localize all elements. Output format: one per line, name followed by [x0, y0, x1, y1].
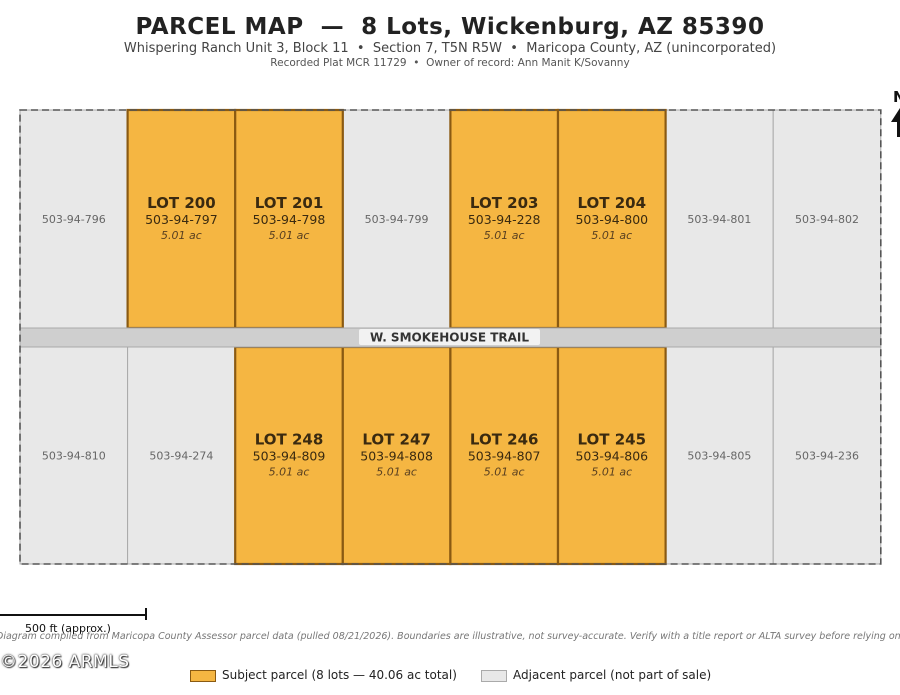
parcel-acreage-label: 5.01 ac: [591, 229, 632, 242]
recording-info: Recorded Plat MCR 11729 • Owner of recor…: [270, 57, 630, 69]
parcel-apn-label: 503-94-808: [360, 449, 433, 464]
legend-subject-swatch: [190, 670, 216, 682]
north-adjacent-parcel: [665, 109, 774, 329]
south-subject-parcel: [449, 345, 560, 566]
north-subject-parcel: [449, 108, 560, 330]
south-subject-parcel: [341, 345, 452, 566]
legend-subject-label: Subject parcel (8 lots — 40.06 ac total): [222, 668, 457, 682]
road-label-background: [359, 329, 540, 345]
lot-number-label: LOT 246: [470, 431, 539, 449]
south-subject-parcel: [234, 345, 344, 566]
parcel-acreage-label: 5.01 ac: [484, 466, 525, 479]
parcel-map: 503-94-796 503-94-799 503-94-801 503-94-802…: [19, 108, 882, 566]
lot-number-label: LOT 245: [578, 431, 647, 449]
parcel-acreage-label: 5.01 ac: [484, 229, 525, 242]
parcel-apn-label: 503-94-800: [575, 212, 648, 227]
parcel-apn-label: 503-94-799: [365, 213, 429, 226]
parcel-apn-label: 503-94-797: [145, 212, 218, 227]
parcel-acreage-label: 5.01 ac: [591, 466, 632, 479]
lot-number-label: LOT 247: [362, 431, 431, 449]
parcel-apn-label: 503-94-798: [253, 212, 326, 227]
south-adjacent-parcel: [127, 346, 236, 565]
parcel-apn-label: 503-94-801: [687, 213, 751, 226]
north-label: N: [893, 88, 900, 106]
north-subject-parcel: [556, 108, 667, 330]
map-subtitle: Whispering Ranch Unit 3, Block 11 • Sect…: [123, 41, 777, 56]
parcel-acreage-label: 5.01 ac: [161, 229, 202, 242]
road-name-label: W. SMOKEHOUSE TRAIL: [370, 331, 529, 345]
lot-number-label: LOT 248: [255, 431, 324, 449]
parcel-apn-label: 503-94-796: [42, 213, 106, 226]
scale-bar: [0, 614, 146, 616]
parcel-apn-label: 503-94-236: [795, 450, 859, 463]
parcel-acreage-label: 5.01 ac: [376, 466, 417, 479]
legend-adjacent-swatch: [481, 670, 507, 682]
north-adjacent-parcel: [772, 109, 882, 329]
south-adjacent-parcel: [772, 346, 882, 565]
parcel-apn-label: 503-94-807: [468, 449, 541, 464]
parcel-apn-label: 503-94-809: [253, 449, 326, 464]
legend-adjacent-label: Adjacent parcel (not part of sale): [513, 668, 712, 682]
lot-number-label: LOT 203: [470, 194, 539, 212]
north-subject-parcel: [234, 108, 344, 330]
north-arrow-icon: N: [891, 88, 900, 150]
south-adjacent-parcel: [665, 346, 774, 565]
disclaimer-text: Diagram compiled from Maricopa County As…: [0, 631, 900, 642]
parcel-apn-label: 503-94-802: [795, 213, 859, 226]
parcel-acreage-label: 5.01 ac: [269, 229, 310, 242]
south-subject-parcel: [556, 345, 667, 566]
lot-number-label: LOT 200: [147, 194, 216, 212]
north-adjacent-parcel: [342, 109, 451, 329]
lot-number-label: LOT 204: [578, 194, 647, 212]
parcel-apn-label: 503-94-806: [575, 449, 648, 464]
north-adjacent-parcel: [19, 109, 129, 329]
lot-number-label: LOT 201: [255, 194, 324, 212]
scale-bar-label: 500 ft (approx.): [25, 622, 111, 635]
parcel-apn-label: 503-94-274: [149, 450, 213, 463]
watermark: ©2026 ARMLS: [0, 652, 130, 672]
parcel-acreage-label: 5.01 ac: [269, 466, 310, 479]
south-adjacent-parcel: [19, 346, 129, 565]
study-area-boundary: [19, 109, 882, 565]
parcel-apn-label: 503-94-228: [468, 212, 541, 227]
parcel-apn-label: 503-94-805: [687, 450, 751, 463]
scale-bar-tick: [145, 608, 147, 620]
north-subject-parcel: [126, 108, 237, 330]
parcel-apn-label: 503-94-810: [42, 450, 106, 463]
map-title: PARCEL MAP — 8 Lots, Wickenburg, AZ 8539…: [135, 14, 765, 40]
